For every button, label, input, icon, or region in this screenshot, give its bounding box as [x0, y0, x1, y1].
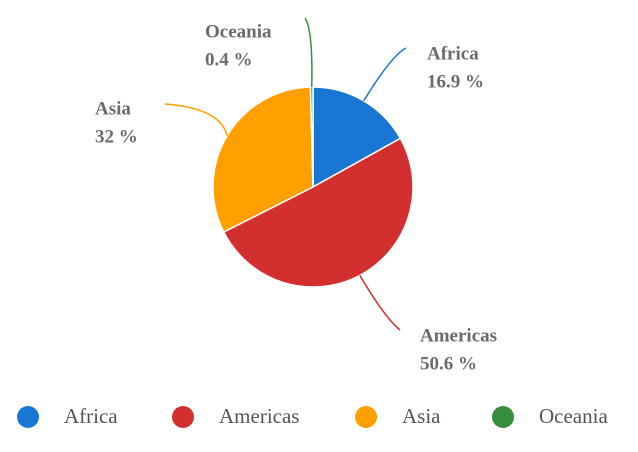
legend-marker	[172, 406, 194, 428]
legend-label: Asia	[402, 404, 441, 428]
leader-line	[359, 274, 401, 331]
slice-label: Oceania	[205, 21, 272, 42]
slice-label: Africa	[427, 43, 479, 64]
pie-slice	[312, 86, 402, 189]
legend-label: Americas	[219, 404, 299, 428]
leader-line	[164, 103, 228, 136]
slice-value-label: 0.4 %	[205, 49, 253, 70]
slice-value-label: 16.9 %	[427, 71, 484, 92]
legend-marker	[492, 406, 514, 428]
slice-label: Americas	[420, 325, 497, 346]
leader-line	[304, 17, 313, 88]
legend-label: Africa	[64, 404, 118, 428]
legend-marker	[355, 406, 377, 428]
leader-line	[363, 47, 407, 102]
pie-slice	[222, 137, 414, 288]
legend-label: Oceania	[539, 404, 608, 428]
pie-slice	[212, 86, 314, 234]
slice-value-label: 50.6 %	[420, 353, 477, 374]
legend-marker	[17, 406, 39, 428]
slice-value-label: 32 %	[95, 126, 138, 147]
slice-label: Asia	[95, 98, 131, 119]
